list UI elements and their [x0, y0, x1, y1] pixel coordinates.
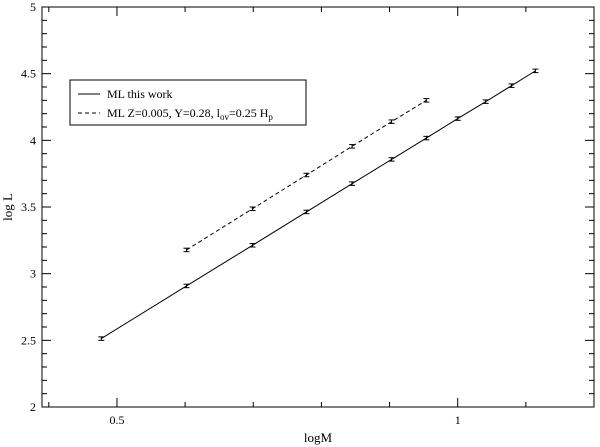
series-2 [183, 98, 430, 253]
y-tick-label: 4 [30, 133, 36, 147]
legend: ML this work ML Z=0.005, Y=0.28, lov=0.2… [69, 79, 307, 126]
data-point [349, 181, 356, 186]
data-point [303, 172, 310, 178]
legend-entry-2-prefix: ML Z=0.005, Y=0.28, l [107, 106, 221, 120]
data-point [183, 283, 190, 289]
data-point [349, 144, 356, 149]
legend-entry-2-sub-ov: ov [220, 112, 230, 122]
data-point [423, 98, 430, 103]
series-1 [98, 68, 539, 341]
plot-frame [41, 6, 595, 408]
y-tick-label: 3.5 [21, 200, 36, 214]
data-point [183, 247, 190, 253]
data-point [508, 83, 515, 88]
data-point [454, 116, 461, 121]
x-axis-label: logM [304, 430, 333, 445]
y-axis-label: log L [0, 193, 15, 221]
y-tick-label: 4.5 [21, 67, 36, 81]
series-line [186, 99, 427, 251]
legend-entry-2-sub-p: p [268, 112, 273, 122]
legend-entry-2-mid: =0.25 H [229, 106, 269, 120]
data-point [249, 243, 256, 248]
axis-ticks: 0.5 1 2 2.5 3 3.5 4 4.5 5 [21, 0, 595, 427]
y-tick-label: 3 [30, 267, 36, 281]
y-tick-label: 2.5 [21, 333, 36, 347]
x-tick-label: 0.5 [109, 413, 124, 427]
legend-box [69, 79, 307, 126]
data-point [388, 119, 395, 124]
data-point [98, 336, 105, 341]
series-layer [98, 68, 539, 341]
data-point [388, 157, 395, 162]
data-point [249, 206, 256, 211]
data-point [303, 209, 310, 215]
y-tick-label: 5 [30, 0, 36, 14]
data-point [482, 99, 489, 104]
legend-entry-1: ML this work [107, 87, 173, 101]
legend-entry-2: ML Z=0.005, Y=0.28, lov=0.25 Hp [107, 106, 273, 122]
data-point [423, 135, 430, 141]
x-tick-label: 1 [455, 413, 461, 427]
data-point [532, 68, 539, 74]
y-tick-label: 2 [30, 400, 36, 414]
